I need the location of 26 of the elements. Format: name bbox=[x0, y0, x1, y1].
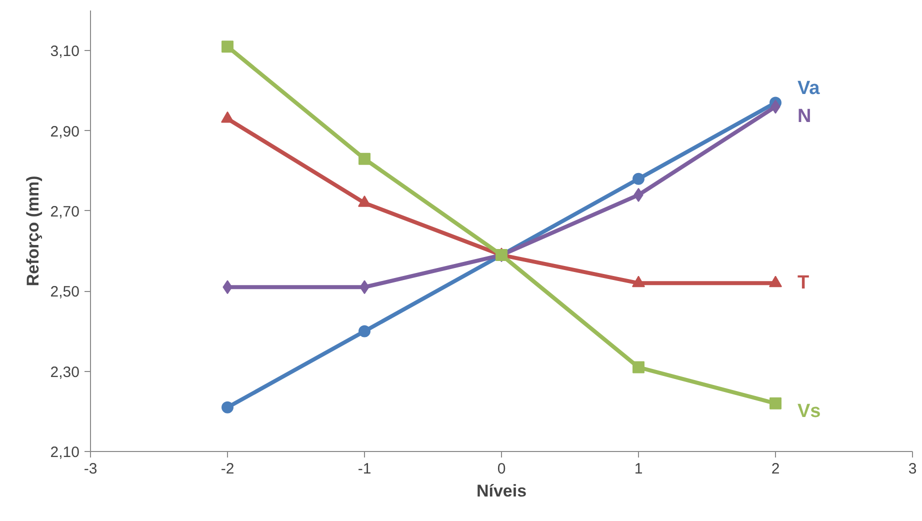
y-axis-title: Reforço (mm) bbox=[23, 176, 42, 286]
series-label: Vs bbox=[798, 400, 821, 422]
x-tick-label: -3 bbox=[84, 460, 98, 478]
x-tick-label: 3 bbox=[908, 460, 917, 478]
y-tick-label: 2,70 bbox=[50, 203, 80, 220]
series-label: N bbox=[798, 106, 812, 128]
x-tick-label: 0 bbox=[497, 460, 506, 478]
point bbox=[770, 397, 782, 410]
y-tick-label: 2,50 bbox=[50, 284, 80, 301]
x-tick-label: 1 bbox=[634, 460, 643, 478]
y-tick-label: 2,10 bbox=[50, 444, 80, 461]
point bbox=[222, 401, 234, 414]
x-tick-label: -1 bbox=[358, 460, 372, 478]
point bbox=[632, 172, 644, 185]
point bbox=[222, 40, 234, 53]
point bbox=[358, 152, 370, 165]
point bbox=[358, 325, 370, 338]
y-tick-label: 2,90 bbox=[50, 123, 80, 140]
series-label: Va bbox=[798, 78, 820, 100]
point bbox=[632, 361, 644, 374]
x-tick-label: -2 bbox=[220, 460, 234, 478]
series-label: T bbox=[798, 272, 810, 294]
x-axis-title: Níveis bbox=[476, 482, 527, 500]
y-tick-label: 2,30 bbox=[50, 364, 80, 381]
x-tick-label: 2 bbox=[771, 460, 780, 478]
y-tick-label: 3,10 bbox=[50, 43, 80, 60]
